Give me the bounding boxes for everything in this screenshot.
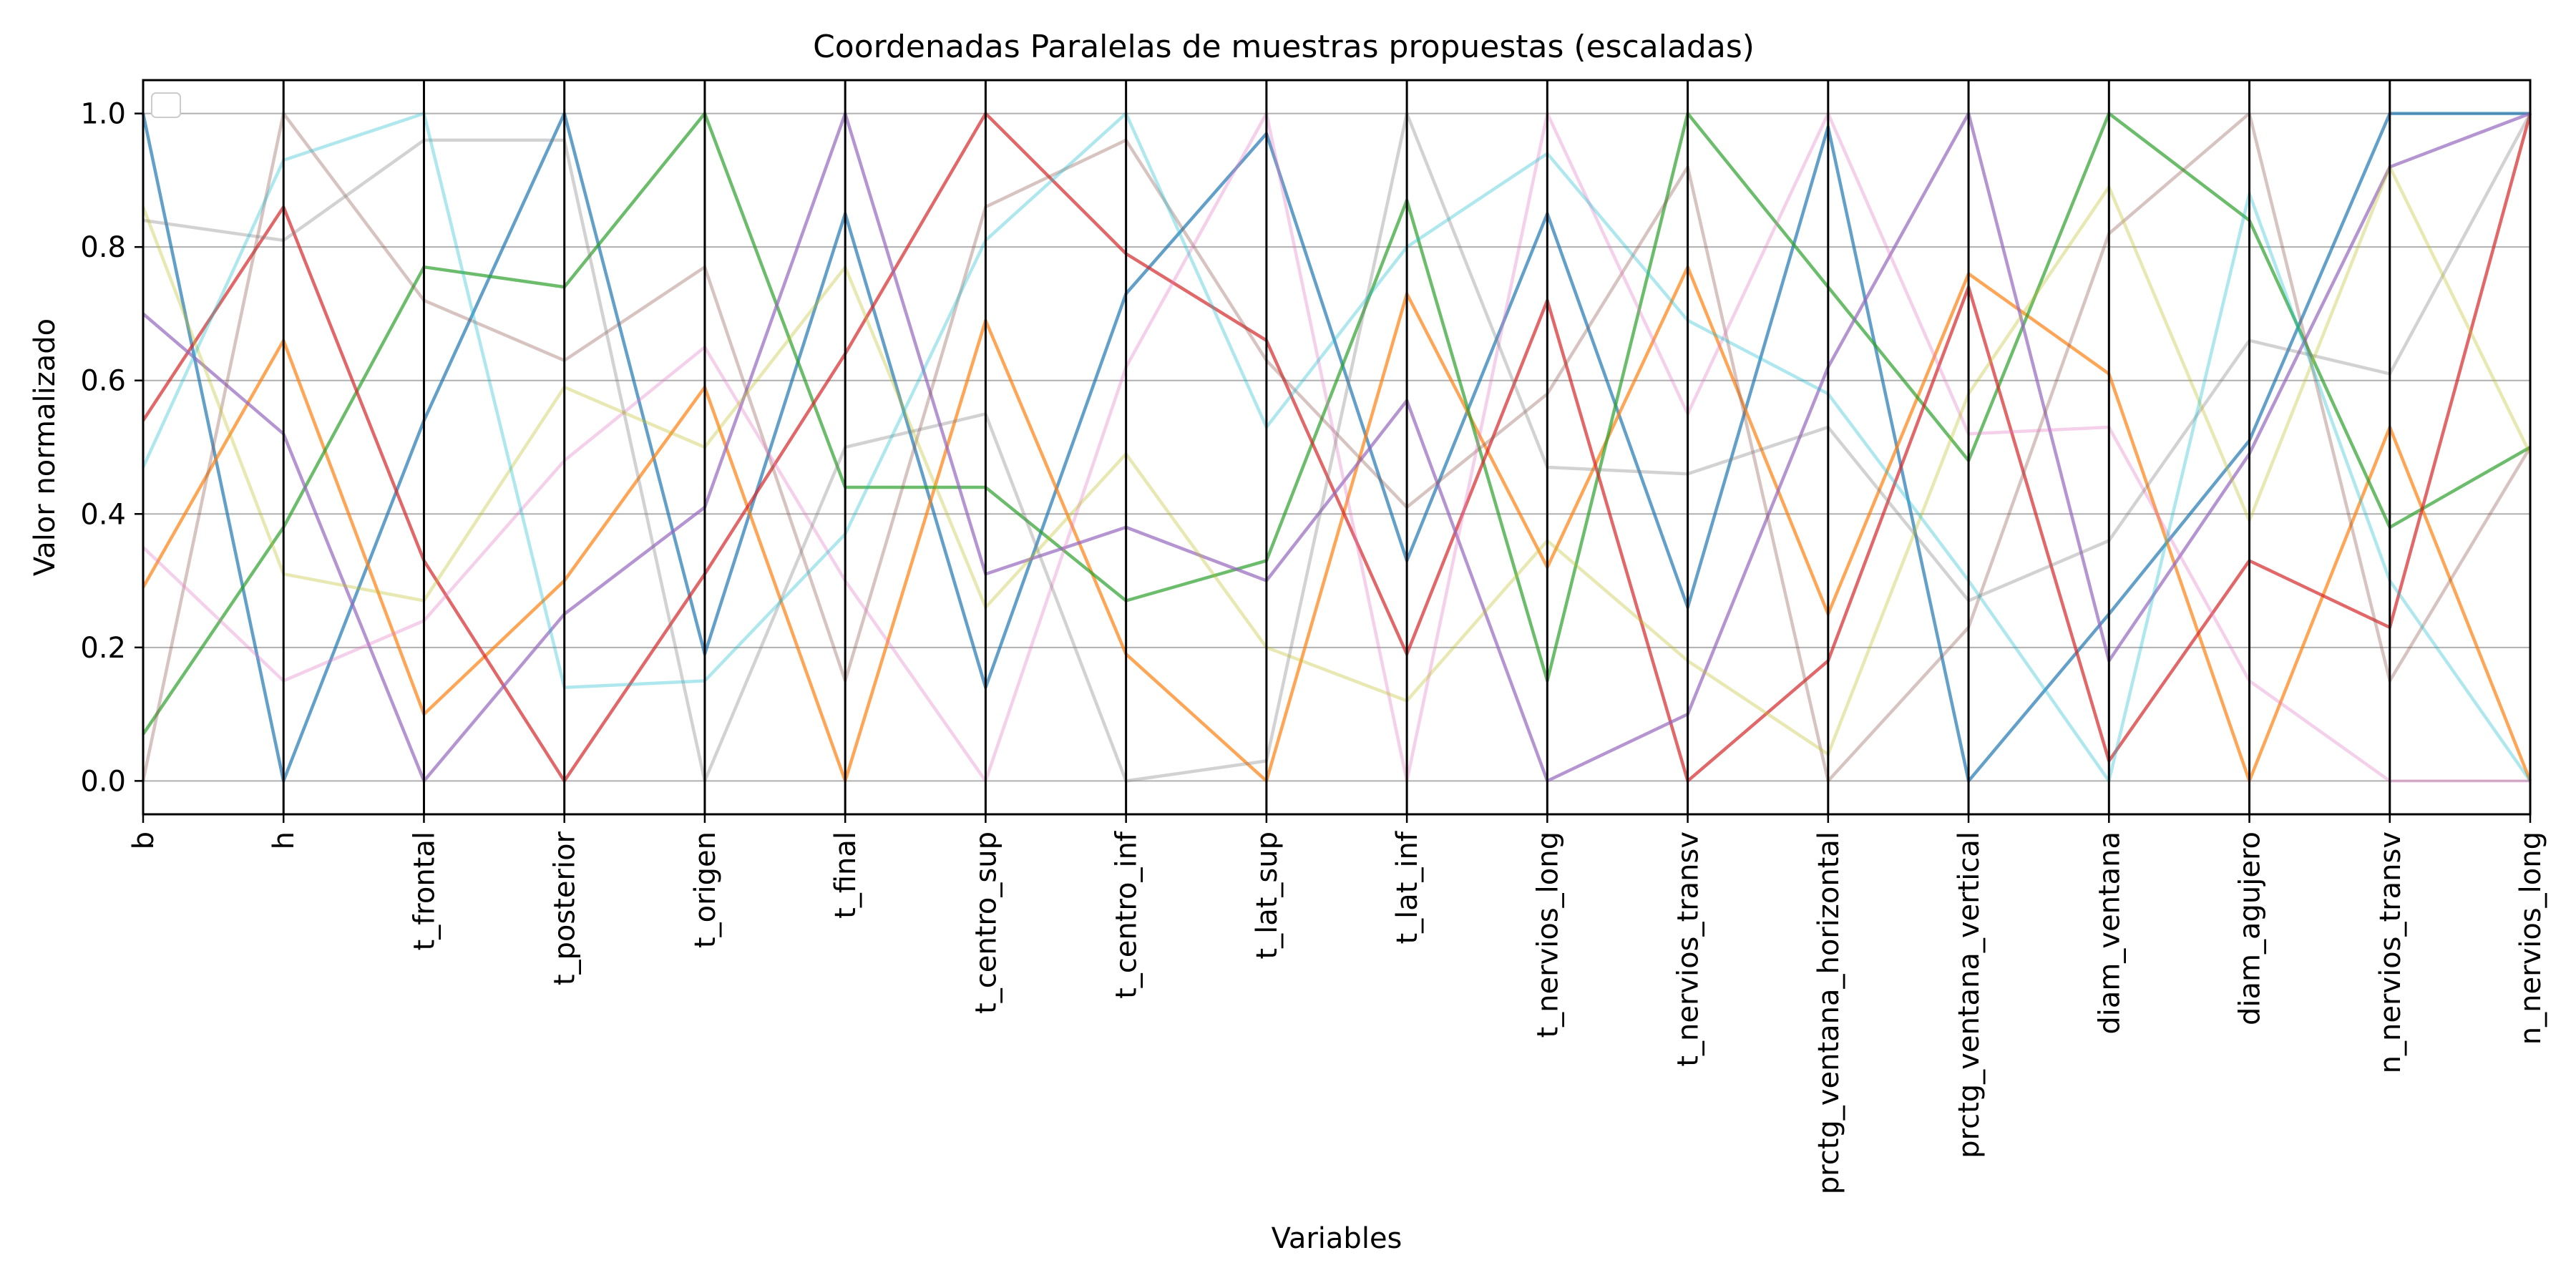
series-line-10 (141, 112, 2532, 783)
series-line-3 (142, 112, 2532, 736)
x-tick-label: n_nervios_transv (2374, 831, 2407, 1073)
series-line-9 (141, 165, 2532, 756)
x-axis-label: Variables (1272, 1222, 1402, 1255)
series-line-1 (141, 112, 2530, 783)
x-ticks: b h t_frontal t_posterior t_origen t_final t_c… (127, 814, 2547, 1194)
x-tick-label: t_lat_sup (1251, 831, 1284, 960)
series-line-6 (141, 112, 2532, 783)
y-tick-label: 0.0 (80, 765, 126, 798)
x-tick-label: t_frontal (409, 831, 441, 950)
x-tick-label: t_final (829, 831, 862, 919)
x-tick-label: b (127, 831, 160, 849)
x-tick-label: diam_ventana (2093, 831, 2126, 1035)
x-tick-label: n_nervios_long (2514, 831, 2547, 1045)
x-tick-label: prctg_ventana_horizontal (1813, 831, 1845, 1194)
x-tick-label: t_centro_sup (970, 831, 1002, 1014)
x-tick-label: prctg_ventana_vertical (1953, 831, 1986, 1158)
x-tick-label: t_posterior (549, 831, 582, 985)
series-line-7 (142, 112, 2530, 783)
x-tick-label: t_lat_inf (1391, 831, 1424, 944)
y-tick-label: 0.6 (80, 365, 126, 398)
y-ticks: 0.0 0.2 0.4 0.6 0.8 1.0 (80, 98, 143, 798)
x-tick-label: t_centro_inf (1111, 831, 1143, 999)
plot-frame (142, 79, 2532, 816)
series-line-4 (142, 112, 2532, 783)
series-lines (141, 112, 2532, 783)
series-line-5 (142, 112, 2531, 783)
gridlines (143, 112, 2530, 782)
chart-title: Coordenadas Paralelas de muestras propue… (813, 29, 1755, 65)
x-tick-label: t_nervios_long (1531, 831, 1564, 1038)
y-tick-label: 0.8 (80, 231, 126, 264)
y-tick-label: 0.4 (80, 498, 126, 531)
y-tick-label: 0.2 (80, 632, 126, 665)
y-axis-label: Valor normalizado (29, 318, 62, 576)
x-tick-label: t_nervios_transv (1672, 831, 1705, 1067)
x-tick-label: h (268, 831, 301, 849)
x-tick-label: t_origen (689, 831, 722, 948)
legend-box (151, 92, 181, 118)
series-line-8 (142, 112, 2532, 783)
x-tick-label: diam_agujero (2234, 831, 2267, 1025)
y-tick-label: 1.0 (80, 98, 126, 131)
series-line-2 (142, 265, 2532, 783)
